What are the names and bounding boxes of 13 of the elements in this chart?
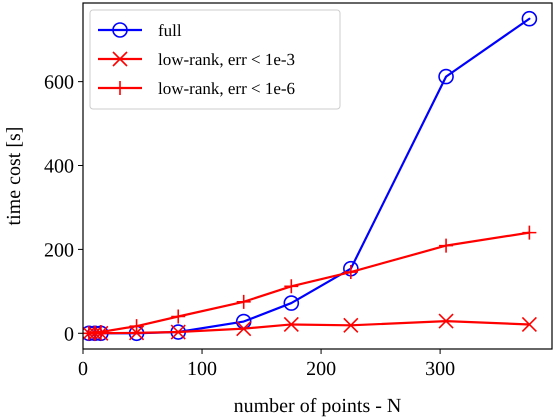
- x-axis-title: number of points - N: [234, 395, 402, 417]
- y-tick-label: 600: [44, 72, 74, 94]
- x-tick-label: 0: [78, 358, 88, 380]
- x-tick-label: 300: [425, 358, 456, 380]
- y-tick-label: 400: [44, 156, 74, 178]
- y-axis-title: time cost [s]: [3, 126, 25, 226]
- legend-label: low-rank, err < 1e-6: [158, 78, 296, 98]
- x-tick-label: 200: [306, 358, 336, 380]
- y-tick-label: 200: [44, 239, 74, 262]
- y-tick-label: 0: [64, 323, 74, 346]
- x-tick-label: 100: [187, 358, 218, 380]
- legend-label: low-rank, err < 1e-3: [158, 50, 296, 69]
- legend-label: full: [158, 20, 182, 40]
